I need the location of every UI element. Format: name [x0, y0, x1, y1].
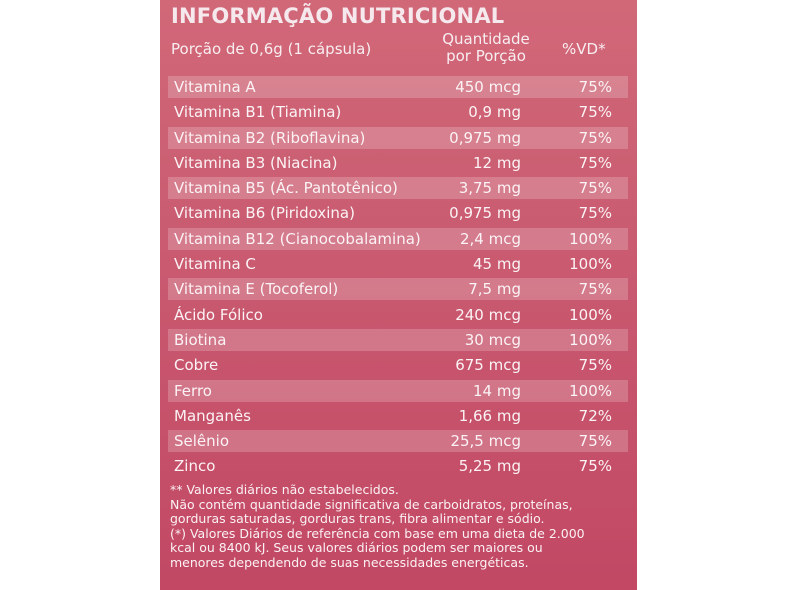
footnote-line: gorduras saturadas, gorduras trans, fibr… — [170, 511, 545, 526]
footnote-line: (*) Valores Diários de referência com ba… — [170, 525, 585, 541]
row-band — [168, 227, 628, 250]
vd-header: %VD* — [562, 40, 606, 58]
nutrient-amount: 675 mcg — [455, 356, 521, 375]
nutrient-vd: 75% — [578, 356, 612, 375]
nutrient-amount: 0,975 mg — [449, 204, 521, 223]
nutrient-row: Vitamina A 450 mcg 75% — [168, 74, 628, 99]
nutrient-table: Vitamina A 450 mcg 75% Vitamina B1 (Tiamina… — [168, 74, 628, 479]
nutrient-amount: 14 mg — [473, 381, 521, 400]
nutrient-row: Vitamina B3 (Niacina) 12 mg 75% — [168, 150, 628, 175]
quantity-header: Quantidade por Porção — [428, 31, 544, 65]
nutrient-row: Vitamina B2 (Riboflavina) 0,975 mg 75% — [168, 125, 628, 150]
nutrient-row: Ferro 14 mg 100% — [168, 378, 628, 403]
nutrient-name: Vitamina E (Tocoferol) — [174, 280, 339, 299]
row-band — [168, 177, 628, 200]
nutrient-vd: 100% — [569, 305, 612, 324]
nutrient-row: Selênio 25,5 mcg 75% — [168, 428, 628, 453]
nutrient-vd: 75% — [578, 204, 612, 223]
nutrient-vd: 100% — [569, 381, 612, 400]
nutrient-name: Vitamina A — [174, 78, 256, 96]
nutrient-amount: 0,9 mg — [468, 103, 521, 122]
nutrient-row: Zinco 5,25 mg 75% — [168, 453, 628, 478]
nutrient-name: Selênio — [174, 432, 229, 451]
panel-title: INFORMAÇÃO NUTRICIONAL — [171, 4, 505, 28]
footnotes: ** Valores diários não estabelecidos. Não… — [170, 482, 632, 570]
quantity-header-line1: Quantidade — [442, 30, 530, 48]
nutrient-amount: 1,66 mg — [458, 406, 521, 425]
nutrient-amount: 7,5 mg — [468, 280, 521, 299]
portion-header: Porção de 0,6g (1 cápsula) — [171, 40, 372, 58]
nutrient-name: Vitamina B5 (Ác. Pantotênico) — [174, 179, 398, 198]
nutrient-name: Vitamina B3 (Niacina) — [174, 153, 338, 172]
nutrient-amount: 3,75 mg — [458, 179, 521, 198]
nutrient-amount: 240 mcg — [455, 305, 521, 324]
nutrient-name: Vitamina B6 (Piridoxina) — [174, 204, 355, 223]
nutrient-vd: 75% — [578, 432, 612, 451]
nutrient-amount: 12 mg — [473, 153, 521, 172]
nutrient-amount: 0,975 mg — [449, 128, 521, 147]
nutrient-row: Vitamina B1 (Tiamina) 0,9 mg 75% — [168, 99, 628, 124]
quantity-header-line2: por Porção — [446, 47, 526, 65]
nutrition-facts-panel: INFORMAÇÃO NUTRICIONAL Porção de 0,6g (1… — [160, 0, 637, 590]
nutrient-row: Cobre 675 mcg 75% — [168, 352, 628, 377]
row-band — [168, 126, 628, 149]
nutrient-name: Manganês — [174, 406, 251, 425]
nutrient-name: Vitamina B12 (Cianocobalamina) — [174, 229, 421, 248]
row-band — [168, 379, 628, 402]
nutrient-name: Biotina — [174, 330, 227, 349]
nutrient-row: Vitamina E (Tocoferol) 7,5 mg 75% — [168, 276, 628, 301]
row-band — [168, 278, 628, 301]
nutrient-amount: 2,4 mcg — [459, 229, 521, 248]
nutrient-vd: 75% — [578, 153, 612, 172]
nutrient-name: Cobre — [174, 356, 219, 375]
nutrient-name: Zinco — [174, 457, 216, 476]
nutrient-vd: 75% — [578, 179, 612, 198]
footnote-line: menores dependendo de suas necessidades … — [170, 554, 529, 570]
nutrient-amount: 30 mcg — [464, 330, 521, 349]
footnote-line: Não contém quantidade significativa de c… — [170, 496, 573, 512]
nutrient-row: Biotina 30 mcg 100% — [168, 327, 628, 352]
nutrient-amount: 45 mg — [473, 255, 521, 274]
nutrient-name: Vitamina B1 (Tiamina) — [174, 103, 342, 122]
nutrient-name: Vitamina C — [174, 255, 256, 274]
nutrient-vd: 75% — [578, 128, 612, 147]
nutrient-name: Vitamina B2 (Riboflavina) — [174, 128, 366, 147]
row-band — [168, 430, 628, 453]
nutrient-row: Vitamina B6 (Piridoxina) 0,975 mg 75% — [168, 200, 628, 225]
nutrient-vd: 72% — [578, 406, 612, 425]
nutrient-row: Vitamina B12 (Cianocobalamina) 2,4 mcg 100… — [168, 226, 628, 251]
footnote-line: ** Valores diários não estabelecidos. — [170, 482, 399, 497]
nutrient-row: Manganês 1,66 mg 72% — [168, 403, 628, 428]
nutrient-vd: 100% — [569, 330, 612, 349]
nutrient-amount: 25,5 mcg — [450, 432, 521, 451]
nutrient-vd: 75% — [578, 280, 612, 299]
nutrient-amount: 5,25 mg — [458, 457, 521, 476]
nutrient-name: Ferro — [174, 381, 212, 400]
nutrient-vd: 100% — [569, 255, 612, 274]
nutrient-vd: 75% — [578, 457, 612, 476]
row-band — [168, 328, 628, 351]
nutrient-amount: 450 mcg — [455, 78, 521, 96]
nutrient-name: Ácido Fólico — [174, 305, 263, 324]
footnote-line: kcal ou 8400 kJ. Seus valores diários po… — [170, 540, 543, 555]
nutrient-vd: 100% — [569, 229, 612, 248]
nutrient-row: Vitamina C 45 mg 100% — [168, 251, 628, 276]
nutrient-vd: 75% — [578, 103, 612, 122]
nutrient-row: Ácido Fólico 240 mcg 100% — [168, 302, 628, 327]
row-band — [168, 76, 628, 98]
nutrient-row: Vitamina B5 (Ác. Pantotênico) 3,75 mg 75% — [168, 175, 628, 200]
nutrient-vd: 75% — [578, 78, 612, 96]
